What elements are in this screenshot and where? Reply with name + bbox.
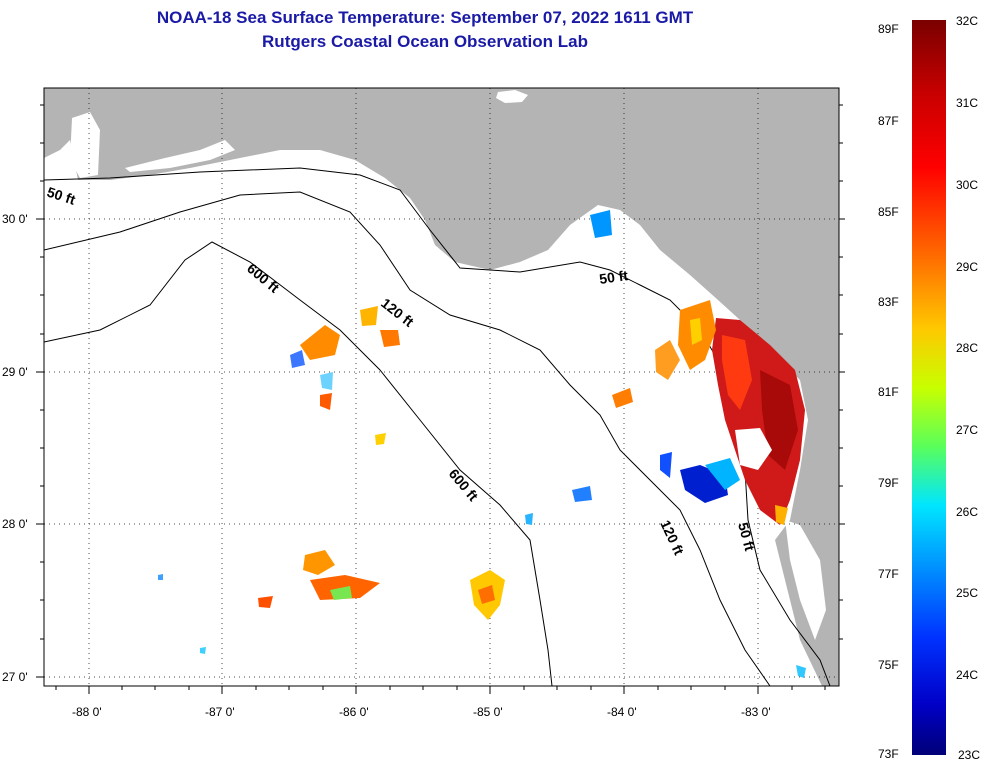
lon-label: -85 0' — [473, 705, 503, 719]
contour-label: 600 ft — [244, 260, 283, 296]
lon-label: -83 0' — [741, 705, 771, 719]
contour-label: 50 ft — [598, 267, 629, 287]
coastal-marsh — [785, 520, 826, 640]
bay — [70, 112, 100, 178]
scale-label-c: 30C — [956, 178, 979, 192]
scale-label-c: 24C — [956, 668, 979, 682]
lat-label: 28 0' — [2, 517, 28, 531]
map-frame — [43, 87, 840, 687]
contour-label: 600 ft — [446, 466, 482, 505]
bay — [125, 140, 235, 172]
scale-label-f: 85F — [878, 205, 899, 219]
scale-label-c: 26C — [956, 505, 979, 519]
temperature-colorbar — [912, 20, 946, 755]
land-mass — [44, 88, 839, 686]
sst-data — [158, 210, 806, 678]
lat-label: 27 0' — [2, 670, 28, 684]
scale-label-f: 73F — [878, 747, 899, 761]
scale-label-c: 23C — [958, 748, 981, 762]
lon-label: -88 0' — [72, 705, 102, 719]
scale-label-c: 32C — [956, 14, 979, 28]
contour-50ft — [44, 167, 831, 686]
lon-label: -87 0' — [205, 705, 235, 719]
scale-label-c: 25C — [956, 586, 979, 600]
scale-label-f: 89F — [878, 22, 899, 36]
contour-label: 120 ft — [657, 518, 687, 558]
scale-label-f: 77F — [878, 567, 899, 581]
contour-120ft — [44, 191, 771, 686]
scale-label-c: 31C — [956, 96, 979, 110]
scale-label-f: 87F — [878, 114, 899, 128]
scale-label-f: 79F — [878, 476, 899, 490]
map-title: NOAA-18 Sea Surface Temperature: Septemb… — [156, 8, 694, 27]
map-subtitle: Rutgers Coastal Ocean Observation Lab — [262, 32, 588, 51]
scale-label-f: 81F — [878, 385, 899, 399]
axis-ticks — [36, 104, 845, 694]
contour-label: 120 ft — [378, 295, 417, 330]
lat-label: 30 0' — [2, 212, 28, 226]
scale-label-c: 28C — [956, 341, 979, 355]
contour-label: 50 ft — [45, 184, 78, 208]
scale-label-f: 75F — [878, 658, 899, 672]
scale-label-f: 83F — [878, 295, 899, 309]
lon-label: -84 0' — [607, 705, 637, 719]
scale-label-c: 29C — [956, 260, 979, 274]
contour-600ft — [44, 241, 553, 686]
lon-label: -86 0' — [339, 705, 369, 719]
scale-label-c: 27C — [956, 423, 979, 437]
lake — [496, 90, 528, 103]
contour-label: 50 ft — [735, 521, 758, 553]
lat-label: 29 0' — [2, 365, 28, 379]
